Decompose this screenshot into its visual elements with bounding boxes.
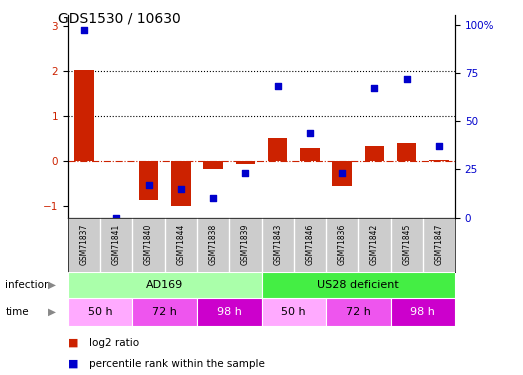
Text: 98 h: 98 h: [411, 307, 435, 317]
Bar: [397, 143, 416, 161]
Bar: [197, 298, 262, 326]
Point: [241, 170, 249, 176]
Bar: [300, 148, 320, 161]
Text: 50 h: 50 h: [281, 307, 306, 317]
Text: 72 h: 72 h: [152, 307, 177, 317]
Point: [209, 195, 218, 201]
Point: [274, 83, 282, 89]
Point: [80, 27, 88, 33]
Point: [370, 85, 379, 91]
Bar: [262, 298, 326, 326]
Text: GSM71841: GSM71841: [112, 224, 121, 265]
Point: [112, 214, 120, 220]
Point: [144, 182, 153, 188]
Text: ▶: ▶: [48, 307, 56, 317]
Bar: [262, 272, 455, 298]
Text: infection: infection: [5, 280, 51, 290]
Bar: [132, 298, 197, 326]
Text: 50 h: 50 h: [88, 307, 112, 317]
Bar: [171, 161, 190, 206]
Bar: [203, 161, 223, 170]
Text: GSM71847: GSM71847: [435, 224, 444, 266]
Bar: [74, 70, 94, 161]
Text: GSM71843: GSM71843: [273, 224, 282, 266]
Text: AD169: AD169: [146, 280, 184, 290]
Text: GSM71839: GSM71839: [241, 224, 250, 266]
Text: ■: ■: [68, 359, 78, 369]
Point: [338, 170, 346, 176]
Text: GSM71842: GSM71842: [370, 224, 379, 265]
Bar: [326, 298, 391, 326]
Bar: [68, 298, 132, 326]
Bar: [68, 272, 262, 298]
Bar: [429, 160, 449, 161]
Text: GSM71844: GSM71844: [176, 224, 185, 266]
Text: GSM71840: GSM71840: [144, 224, 153, 266]
Text: GSM71845: GSM71845: [402, 224, 411, 266]
Text: ▶: ▶: [48, 280, 56, 290]
Text: percentile rank within the sample: percentile rank within the sample: [89, 359, 265, 369]
Point: [305, 130, 314, 136]
Bar: [236, 161, 255, 164]
Text: GDS1530 / 10630: GDS1530 / 10630: [58, 11, 180, 25]
Point: [403, 76, 411, 82]
Text: GSM71837: GSM71837: [79, 224, 88, 266]
Text: ■: ■: [68, 338, 78, 348]
Text: log2 ratio: log2 ratio: [89, 338, 139, 348]
Text: US28 deficient: US28 deficient: [317, 280, 399, 290]
Text: 72 h: 72 h: [346, 307, 371, 317]
Bar: [139, 161, 158, 200]
Bar: [365, 146, 384, 161]
Bar: [268, 138, 287, 161]
Text: GSM71846: GSM71846: [305, 224, 314, 266]
Text: GSM71836: GSM71836: [338, 224, 347, 266]
Text: GSM71838: GSM71838: [209, 224, 218, 265]
Bar: [391, 298, 455, 326]
Point: [177, 186, 185, 192]
Point: [435, 143, 443, 149]
Text: 98 h: 98 h: [217, 307, 242, 317]
Bar: [333, 161, 352, 186]
Text: time: time: [5, 307, 29, 317]
